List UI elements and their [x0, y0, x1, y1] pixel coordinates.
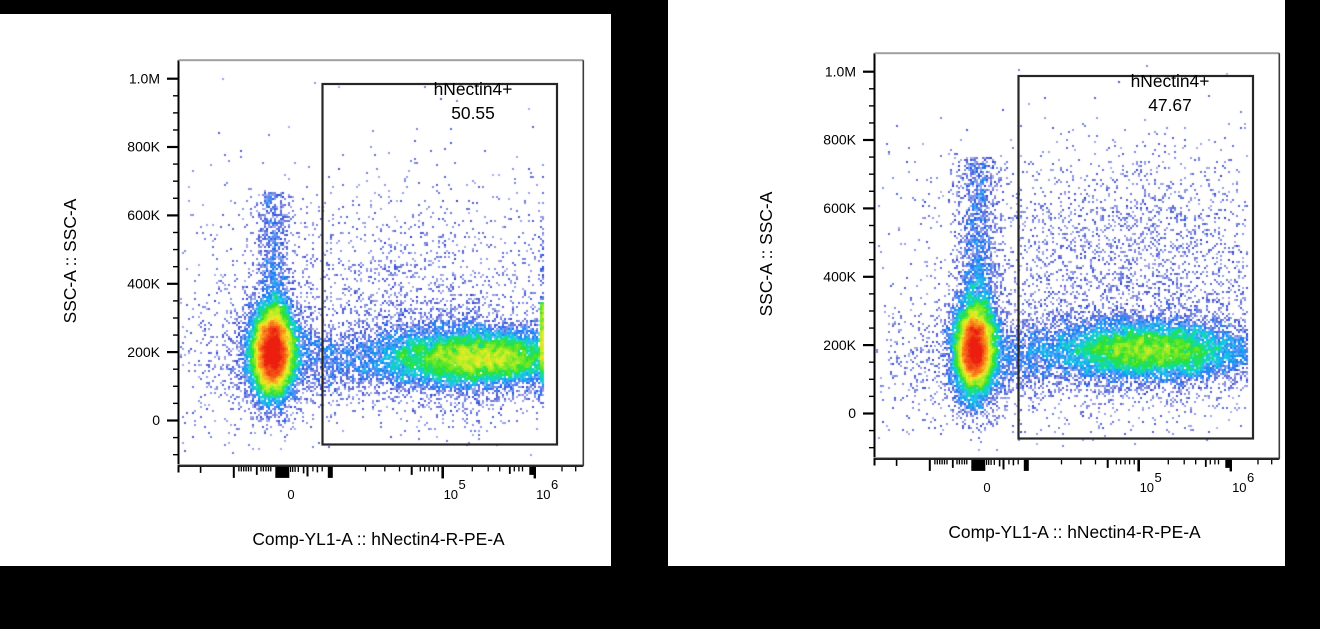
- svg-text:5: 5: [1154, 470, 1161, 485]
- svg-text:0: 0: [848, 405, 856, 421]
- svg-text:400K: 400K: [127, 276, 160, 292]
- svg-text:10: 10: [536, 487, 550, 502]
- svg-text:0: 0: [152, 412, 160, 428]
- svg-text:600K: 600K: [823, 200, 856, 216]
- svg-text:200K: 200K: [127, 344, 160, 360]
- svg-text:hNectin4+: hNectin4+: [434, 79, 513, 99]
- svg-text:1.0M: 1.0M: [129, 70, 160, 86]
- svg-text:47.67: 47.67: [1148, 95, 1192, 115]
- svg-text:hNectin4+: hNectin4+: [1131, 71, 1210, 91]
- svg-text:400K: 400K: [823, 269, 856, 285]
- svg-text:1.0M: 1.0M: [825, 63, 856, 79]
- svg-text:10: 10: [1232, 480, 1246, 495]
- svg-text:0: 0: [287, 487, 294, 502]
- svg-text:6: 6: [1247, 470, 1254, 485]
- svg-text:SSC-A :: SSC-A: SSC-A :: SSC-A: [60, 198, 80, 323]
- svg-text:200K: 200K: [823, 337, 856, 353]
- svg-text:600K: 600K: [127, 207, 160, 223]
- svg-text:800K: 800K: [127, 139, 160, 155]
- svg-text:50.55: 50.55: [451, 103, 495, 123]
- svg-text:10: 10: [1140, 480, 1154, 495]
- svg-text:800K: 800K: [823, 132, 856, 148]
- svg-text:SSC-A :: SSC-A: SSC-A :: SSC-A: [756, 191, 776, 316]
- svg-text:10: 10: [444, 487, 458, 502]
- svg-text:5: 5: [458, 477, 465, 492]
- svg-text:6: 6: [551, 477, 558, 492]
- svg-text:0: 0: [983, 480, 990, 495]
- svg-text:Comp-YL1-A :: hNectin4-R-PE-A: Comp-YL1-A :: hNectin4-R-PE-A: [252, 529, 505, 549]
- svg-text:Comp-YL1-A :: hNectin4-R-PE-A: Comp-YL1-A :: hNectin4-R-PE-A: [948, 522, 1201, 542]
